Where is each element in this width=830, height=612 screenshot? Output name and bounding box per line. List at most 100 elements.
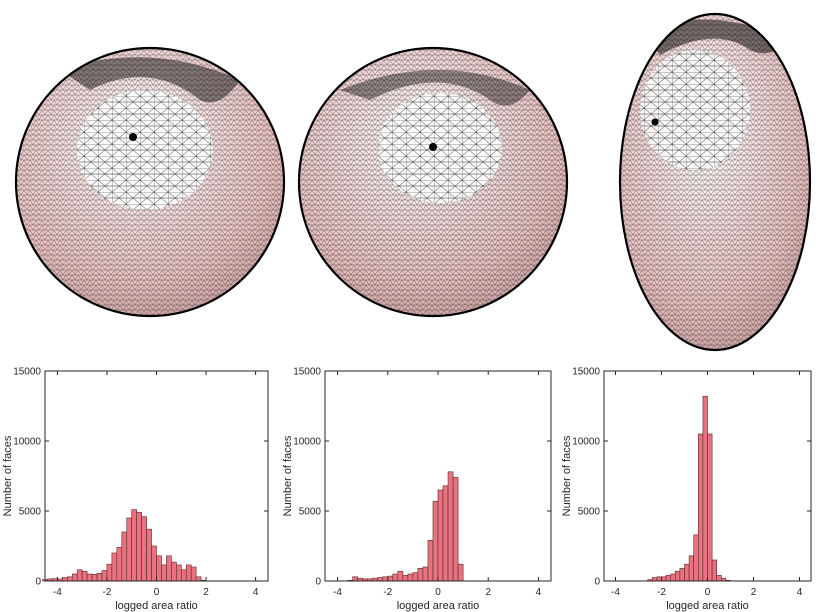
histogram-bar — [156, 555, 162, 582]
histogram-bar — [651, 577, 658, 582]
histogram-bar — [171, 561, 177, 582]
y-tick-label: 15000 — [572, 367, 600, 378]
histogram-bar — [693, 534, 699, 582]
histogram-bar — [670, 573, 676, 582]
histogram-bar — [67, 576, 73, 582]
x-tick-label: -2 — [657, 587, 666, 598]
y-tick-label: 10000 — [293, 437, 321, 448]
x-tick-label: -4 — [333, 587, 342, 598]
histogram-bar — [131, 509, 137, 582]
histogram-bar — [432, 500, 439, 582]
x-tick-label: 2 — [203, 587, 209, 598]
histogram-bar — [422, 566, 429, 582]
histogram-bar — [457, 563, 464, 582]
pole-marker — [651, 118, 659, 126]
y-tick-label: 0 — [315, 577, 321, 588]
x-tick-label: -2 — [383, 587, 392, 598]
histogram-bar — [702, 395, 708, 582]
histogram-bar — [180, 569, 187, 582]
histogram-bar — [111, 552, 118, 582]
histogram-1: -4 -2 0 2 4 0 5000 10000 15000 logged area ratio N… — [2, 367, 269, 612]
histogram-bar — [665, 575, 671, 582]
mesh-sphere-1 — [14, 46, 286, 318]
histogram-bar — [71, 573, 78, 582]
histogram-bar — [442, 485, 449, 582]
x-axis-label: logged area ratio — [666, 600, 749, 612]
x-tick-label: -4 — [611, 587, 620, 598]
histogram-bar — [452, 477, 459, 582]
histogram-bar — [437, 489, 444, 582]
histogram-bar — [146, 528, 152, 582]
histogram-bar — [126, 517, 133, 582]
y-tick-label: 5000 — [19, 507, 42, 518]
x-tick-label: 0 — [705, 587, 711, 598]
histogram-bar — [387, 575, 394, 582]
histogram-bar — [697, 433, 704, 582]
histogram-bar — [377, 577, 384, 582]
histogram-bar — [81, 570, 88, 582]
histogram-bar — [86, 573, 93, 582]
x-tick-label: 4 — [253, 587, 259, 598]
x-tick-label: 0 — [435, 587, 441, 598]
y-tick-label: 15000 — [293, 367, 321, 378]
y-axis-label: Number of faces — [2, 435, 14, 516]
x-tick-label: -4 — [53, 587, 62, 598]
x-tick-label: 4 — [797, 587, 803, 598]
histogram-bar — [166, 555, 172, 582]
histogram-bar — [116, 547, 123, 582]
x-tick-label: 0 — [154, 587, 160, 598]
histogram-bar — [402, 575, 409, 582]
histogram-bar — [91, 573, 98, 582]
histogram-bar — [397, 570, 404, 582]
histogram-bar — [656, 576, 662, 582]
histogram-bar — [661, 576, 667, 582]
y-tick-label: 0 — [35, 577, 41, 588]
histogram-bar — [716, 575, 722, 582]
histogram-bar — [412, 572, 419, 582]
histogram-3: -4 -2 0 2 4 0 5000 10000 15000 logged area ratio N… — [561, 367, 812, 612]
histogram-bar — [352, 576, 358, 582]
histogram-bar — [190, 566, 197, 582]
histogram-bar — [195, 576, 202, 582]
y-tick-label: 15000 — [13, 367, 41, 378]
histogram-bar — [185, 564, 192, 582]
histogram-bar — [688, 555, 694, 582]
y-axis-label: Number of faces — [282, 435, 294, 516]
histogram-2: -4 -2 0 2 4 0 5000 10000 15000 logged area ratio N… — [282, 367, 552, 612]
histogram-bar — [684, 563, 690, 582]
histogram-bar — [106, 563, 113, 582]
x-tick-label: 2 — [751, 587, 757, 598]
y-tick-label: 5000 — [578, 507, 601, 518]
histogram-bar — [707, 433, 713, 582]
histogram-bar — [96, 572, 103, 582]
histogram-bar — [151, 545, 157, 582]
histogram-bar — [141, 516, 147, 582]
histogram-bar — [679, 568, 685, 582]
y-tick-label: 5000 — [299, 507, 322, 518]
mesh-ellipsoid-3 — [618, 12, 812, 352]
histogram-bar — [711, 559, 717, 582]
histogram-bar — [176, 564, 182, 582]
histogram-bar — [407, 573, 414, 582]
y-axis-label: Number of faces — [561, 435, 573, 516]
pole-marker — [129, 133, 137, 141]
histogram-bar — [674, 570, 681, 582]
x-axis-label: logged area ratio — [115, 600, 198, 612]
histogram-bar — [417, 568, 424, 582]
histogram-bar — [101, 570, 108, 582]
x-tick-label: 2 — [485, 587, 491, 598]
mesh-sphere-2 — [297, 46, 569, 318]
x-tick-label: 4 — [536, 587, 542, 598]
histogram-bar — [161, 564, 167, 582]
histogram-bar — [62, 577, 68, 582]
histogram-bar — [121, 531, 128, 582]
pole-marker — [429, 143, 437, 151]
y-tick-label: 10000 — [13, 437, 41, 448]
histogram-bar — [136, 512, 142, 582]
x-axis-label: logged area ratio — [397, 600, 480, 612]
histogram-bar — [382, 576, 389, 582]
y-tick-label: 0 — [594, 577, 600, 588]
histogram-bar — [76, 569, 83, 582]
histogram-bar — [392, 573, 399, 582]
